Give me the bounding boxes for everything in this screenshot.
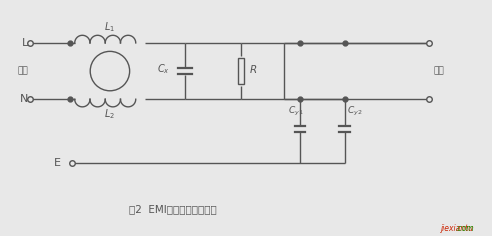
Text: 图2  EMI电源滤波器电路图: 图2 EMI电源滤波器电路图	[129, 204, 216, 214]
Text: jiexiantu: jiexiantu	[440, 224, 474, 233]
Text: $R$: $R$	[249, 63, 257, 75]
Text: L: L	[22, 38, 28, 48]
Text: .com: .com	[456, 224, 474, 233]
Text: $L_1$: $L_1$	[104, 21, 116, 34]
Text: N: N	[20, 94, 28, 104]
Text: 电源: 电源	[17, 67, 28, 76]
Text: $L_2$: $L_2$	[104, 108, 116, 122]
Text: $C_{y2}$: $C_{y2}$	[347, 105, 362, 118]
Text: $C_x$: $C_x$	[157, 62, 170, 76]
Text: 负载: 负载	[433, 67, 444, 76]
Bar	[238, 58, 245, 84]
Text: E: E	[54, 158, 61, 168]
Text: $C_{y1}$: $C_{y1}$	[288, 105, 303, 118]
